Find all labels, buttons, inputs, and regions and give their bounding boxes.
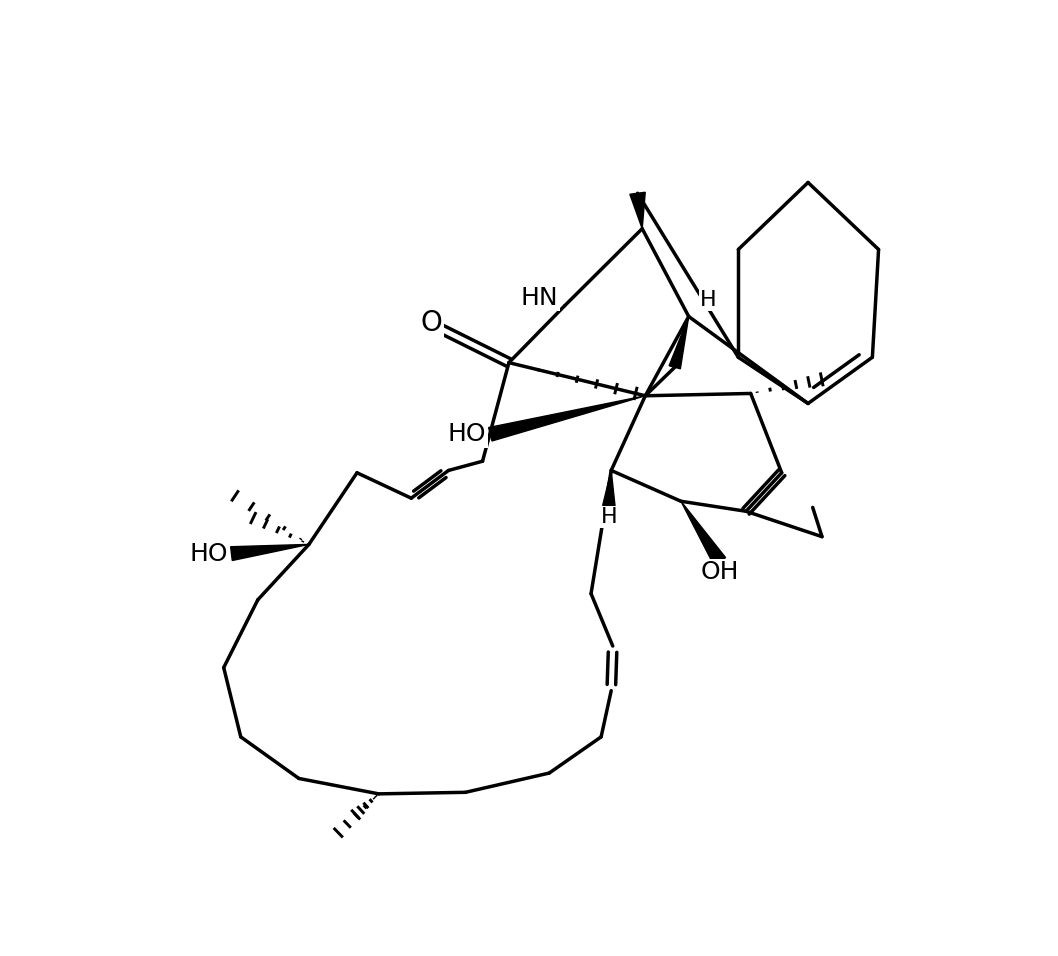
Text: HN: HN [521,286,559,310]
Text: O: O [420,309,442,337]
Text: H: H [699,290,716,310]
Text: HO: HO [448,423,487,446]
Polygon shape [669,316,689,369]
Text: H: H [601,507,617,527]
Polygon shape [489,396,645,441]
Polygon shape [681,501,726,565]
Polygon shape [231,544,309,560]
Text: OH: OH [700,560,738,584]
Polygon shape [603,470,615,507]
Polygon shape [630,192,645,228]
Text: HO: HO [189,542,227,566]
